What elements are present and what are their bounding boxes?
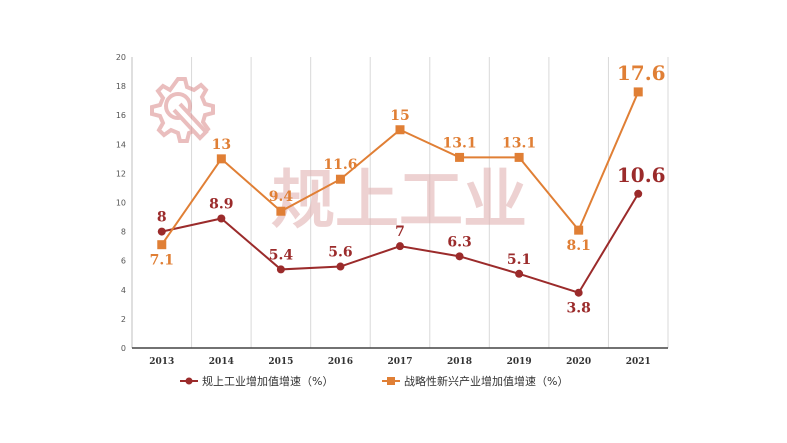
x-tick-label: 2013 [149,357,174,367]
data-label: 5.6 [328,245,352,261]
data-label: 8.9 [209,197,233,213]
y-tick-label: 20 [116,53,126,62]
y-tick-label: 18 [116,82,126,91]
x-tick-label: 2017 [387,357,412,367]
data-point-marker [395,125,405,135]
data-label: 6.3 [447,234,471,250]
data-label: 9.4 [269,189,294,205]
data-point-marker [216,154,226,164]
data-label: 13.1 [443,135,477,151]
data-label: 17.6 [617,61,666,85]
x-tick-label: 2021 [626,357,651,367]
data-label: 13.1 [502,135,536,151]
data-point-marker [276,265,285,274]
data-point-marker [276,206,286,216]
data-label: 5.4 [269,247,294,263]
data-point-marker [455,152,465,162]
data-point-marker [633,87,643,97]
x-tick-label: 2018 [447,357,472,367]
gear-wrench-icon [150,77,215,143]
data-point-marker [157,240,167,250]
data-label: 5.1 [507,252,531,268]
x-tick-label: 2014 [209,357,234,367]
y-tick-label: 14 [116,140,126,149]
legend: 规上工业增加值增速（%） 战略性新兴产业增加值增速（%） [180,374,568,388]
data-label: 13 [212,137,231,153]
data-point-marker [515,269,524,278]
watermark-text: 规上工业 [271,163,527,238]
data-point-marker [574,225,584,235]
y-tick-label: 16 [116,111,126,120]
y-tick-label: 4 [121,286,126,295]
data-label: 10.6 [617,163,666,187]
data-label: 7 [395,224,405,240]
data-point-marker [455,252,464,261]
y-tick-label: 0 [121,344,126,353]
data-point-marker [396,242,404,251]
y-tick-label: 8 [121,228,126,237]
data-label: 8 [157,210,167,226]
data-point-marker [335,174,345,184]
data-label: 8.1 [566,238,590,254]
data-label: 7.1 [150,253,174,269]
data-point-marker [574,288,583,297]
x-tick-label: 2020 [566,357,591,367]
y-tick-label: 10 [116,199,126,208]
legend-swatch-marker [185,377,193,385]
data-point-marker [217,214,226,223]
data-label: 15 [390,108,409,124]
y-tick-label: 6 [121,257,126,266]
y-tick-label: 12 [116,169,126,178]
data-point-marker [336,262,345,271]
data-label: 3.8 [566,301,590,317]
series-layer [157,87,643,297]
data-point-marker [514,152,524,162]
data-labels: 8 8.9 5.4 5.6 7 6.3 5.1 3.8 10.6 7.1 13 9.4 11.6 15 13… [150,61,666,317]
data-point-marker [634,189,643,198]
legend-label: 战略性新兴产业增加值增速（%） [404,374,568,388]
x-tick-label: 2015 [268,357,293,367]
legend-swatch-marker [387,377,395,385]
data-label: 11.6 [323,157,357,173]
y-tick-label: 2 [121,315,126,324]
x-tick-label: 2016 [328,357,353,367]
x-tick-label: 2019 [507,357,532,367]
data-point-marker [157,227,166,236]
legend-label: 规上工业增加值增速（%） [202,374,333,388]
